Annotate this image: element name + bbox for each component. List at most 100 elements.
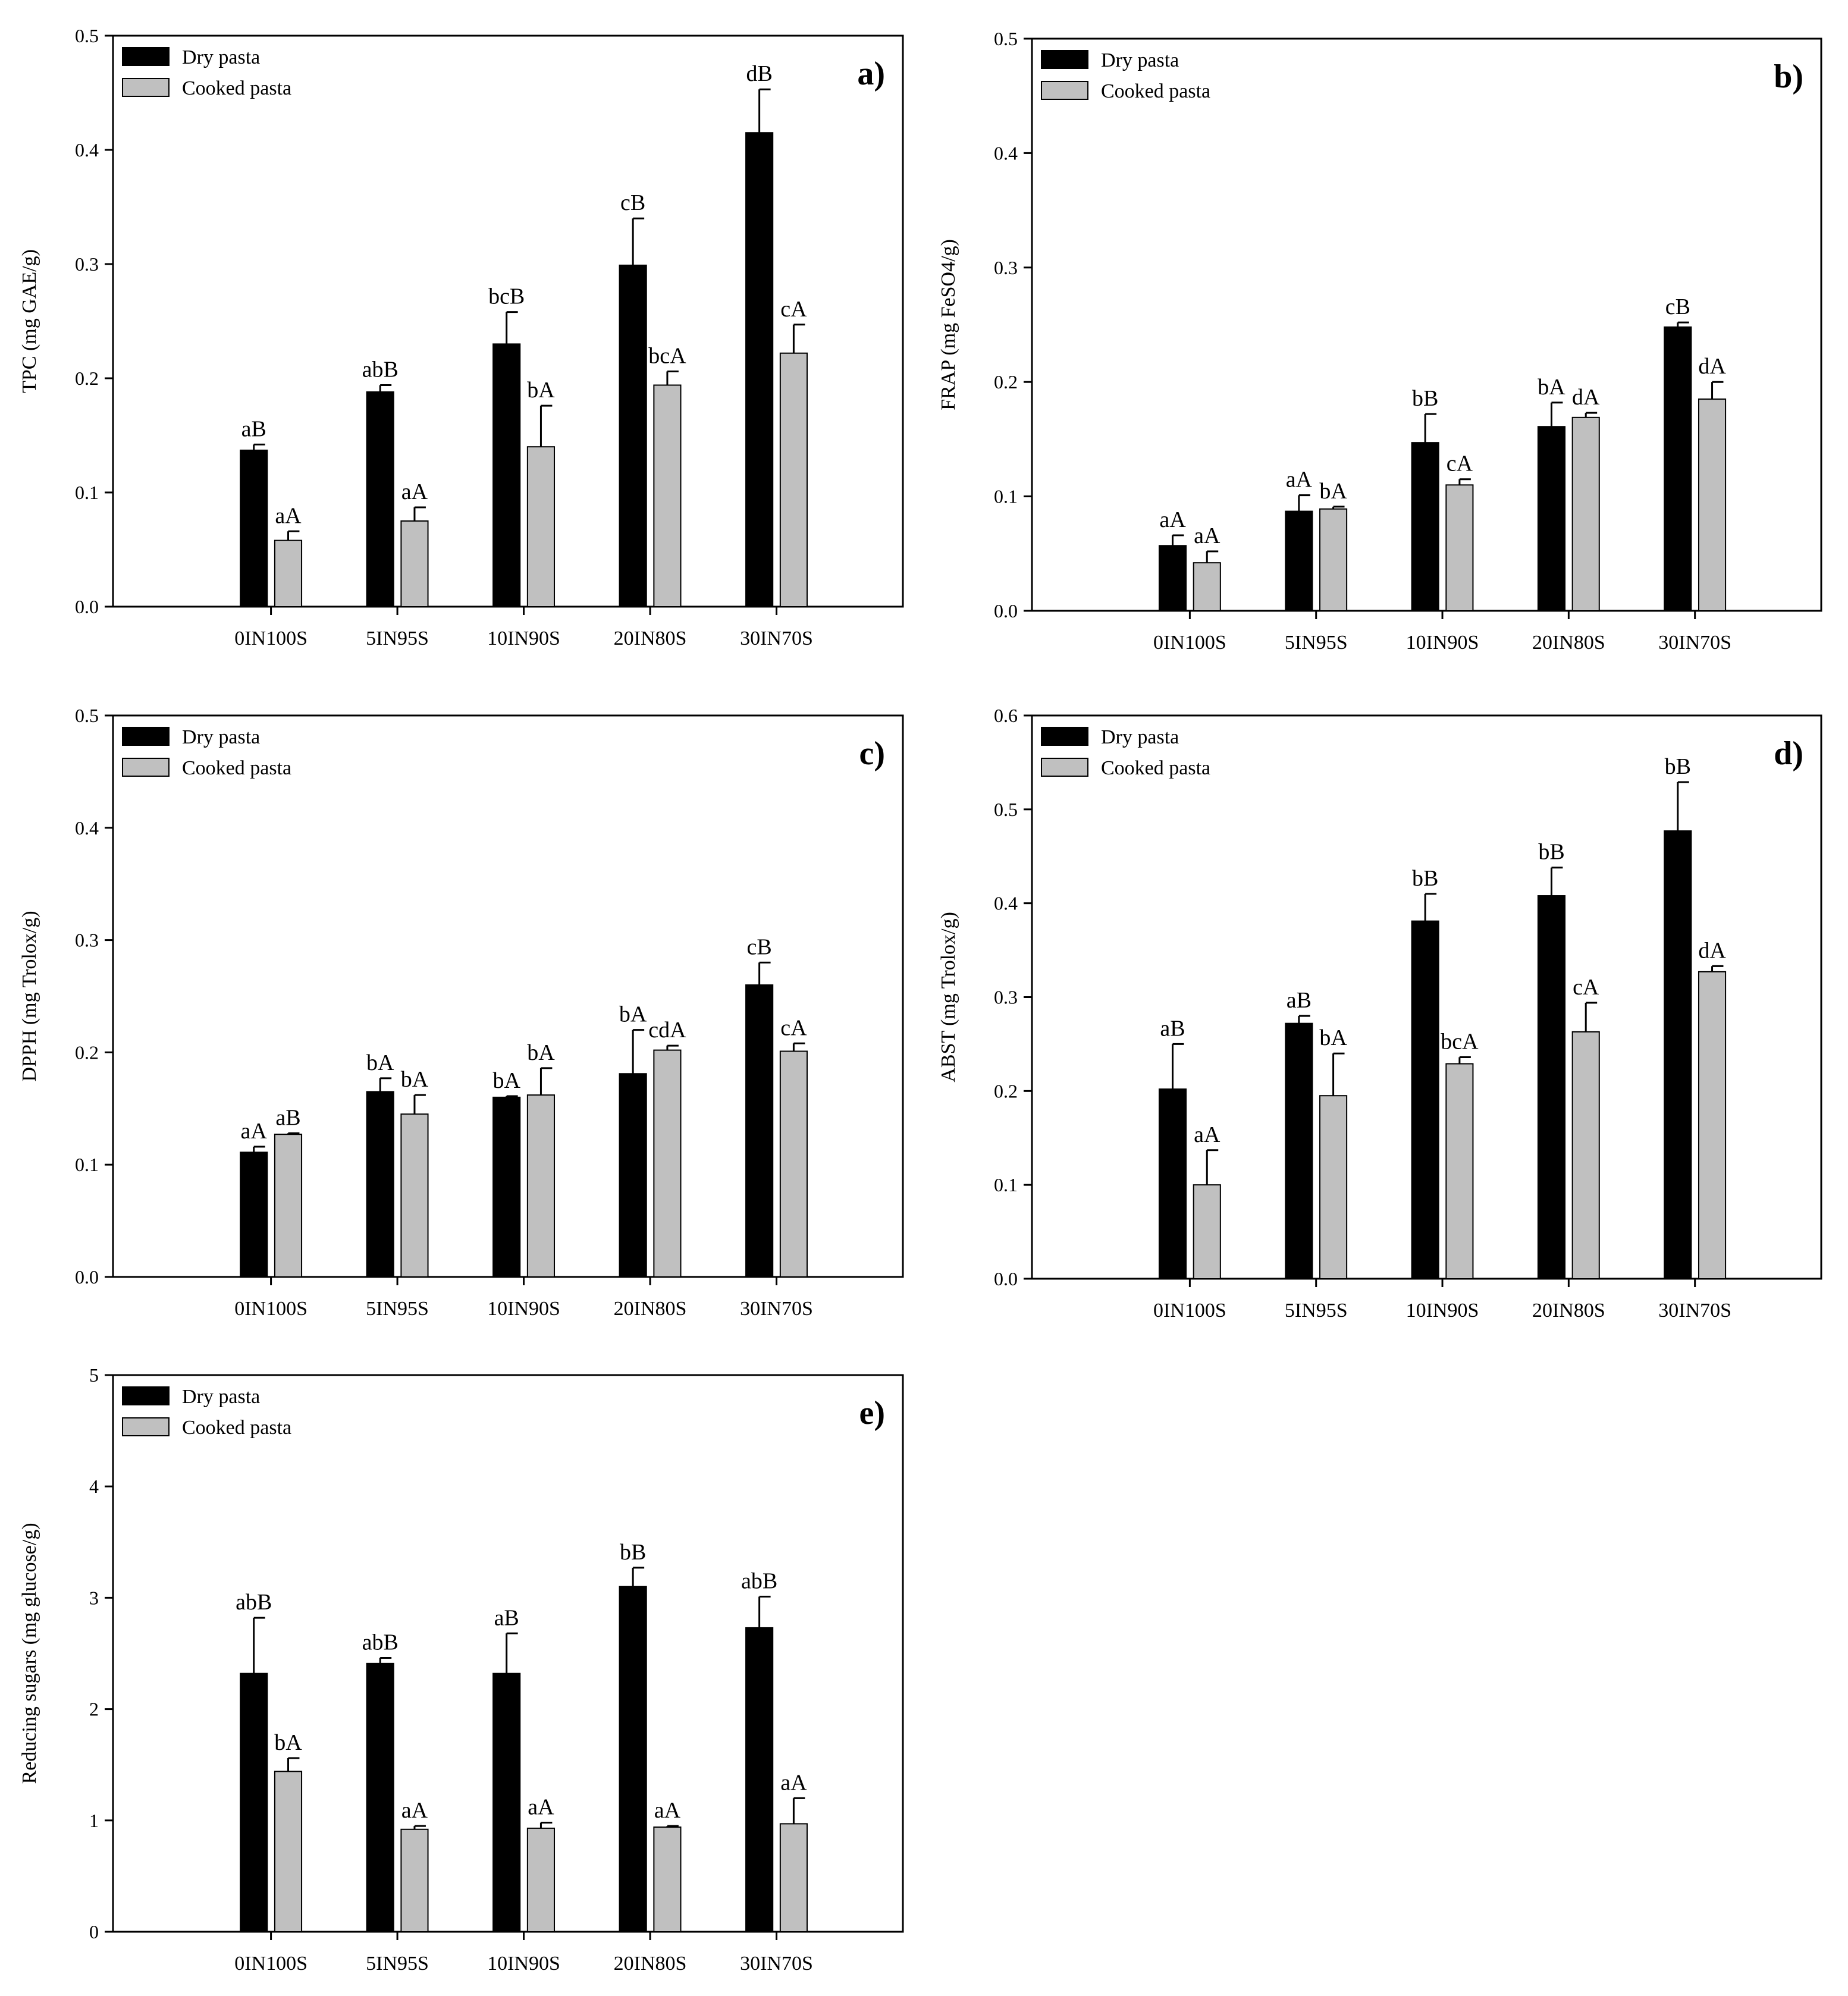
bar-cooked-pasta: [1698, 398, 1727, 611]
bar-cooked-pasta: [1445, 1063, 1474, 1279]
bar-dry-pasta: [1411, 920, 1439, 1279]
significance-label: cA: [780, 297, 807, 322]
bar-cooked-pasta: [274, 1134, 303, 1278]
significance-label: bA: [527, 1040, 555, 1065]
bar-dry-pasta: [240, 1672, 268, 1933]
bar-dry-pasta: [1285, 510, 1313, 611]
y-tick-label: 3: [89, 1587, 99, 1608]
y-tick-label: 0.1: [75, 482, 99, 503]
significance-label: cB: [620, 190, 645, 215]
y-axis-title: TPC (mg GAE/g): [18, 249, 40, 393]
y-tick-label: 0.4: [994, 142, 1018, 164]
significance-label: aA: [1194, 523, 1221, 548]
x-tick-label: 30IN70S: [1658, 1300, 1731, 1322]
significance-label: dA: [1698, 938, 1726, 963]
bar-dry-pasta: [1285, 1022, 1313, 1280]
x-tick-label: 5IN95S: [366, 627, 429, 649]
significance-label: abB: [362, 1630, 399, 1655]
bar-dry-pasta: [366, 1662, 394, 1932]
significance-label: aA: [528, 1795, 554, 1820]
significance-label: abB: [741, 1569, 777, 1594]
significance-label: bB: [1412, 386, 1438, 411]
chart-panel-5: 0 1 2 3 4 5 Reducing sugars (mg glucose/g) 0IN1…: [18, 1364, 904, 1975]
y-tick-label: 0.5: [75, 25, 99, 46]
legend-label: Cooked pasta: [182, 1417, 291, 1439]
legend-label: Cooked pasta: [1101, 80, 1210, 102]
panel-label: c): [859, 735, 885, 772]
significance-label: bA: [527, 378, 555, 403]
y-tick-label: 0.4: [994, 893, 1018, 914]
y-tick-label: 0.2: [994, 1080, 1018, 1101]
y-tick-label: 0.2: [75, 1041, 99, 1063]
x-tick-label: 0IN100S: [234, 1953, 308, 1975]
panel-label: e): [859, 1395, 885, 1432]
x-tick-label: 30IN70S: [740, 627, 813, 649]
legend-label: Dry pasta: [1101, 726, 1179, 748]
x-tick-label: 5IN95S: [1285, 1300, 1348, 1322]
y-tick-label: 0.5: [994, 799, 1018, 820]
panel-label: a): [857, 55, 885, 92]
y-tick-label: 0.3: [75, 930, 99, 951]
significance-label: cdA: [648, 1018, 686, 1043]
y-tick-label: 0.4: [75, 817, 99, 839]
significance-label: aA: [401, 479, 428, 504]
significance-label: bcB: [488, 284, 525, 309]
bar-dry-pasta: [619, 1586, 647, 1932]
x-tick-label: 20IN80S: [614, 1953, 687, 1975]
y-axis-title: DPPH (mg Trolox/g): [18, 911, 40, 1081]
y-tick-label: 2: [89, 1699, 99, 1720]
bar-cooked-pasta: [526, 1827, 556, 1933]
significance-label: bB: [1538, 840, 1564, 865]
y-tick-label: 0.5: [994, 28, 1018, 49]
x-tick-label: 20IN80S: [1532, 632, 1605, 654]
bar-dry-pasta: [1537, 426, 1566, 612]
bar-cooked-pasta: [653, 384, 682, 608]
bar-dry-pasta: [366, 1091, 394, 1278]
legend-swatch-cooked-pasta: [122, 1417, 170, 1436]
y-tick-label: 0.1: [994, 486, 1018, 507]
y-axis-title: FRAP (mg FeSO4/g): [937, 239, 959, 410]
y-tick-label: 0.1: [994, 1174, 1018, 1195]
legend-swatch-dry-pasta: [1041, 727, 1088, 746]
legend-swatch-dry-pasta: [1041, 50, 1088, 69]
significance-label: abB: [236, 1590, 272, 1615]
x-tick-label: 10IN90S: [487, 1953, 560, 1975]
significance-label: bB: [1665, 754, 1691, 779]
significance-label: bB: [1412, 866, 1438, 891]
legend-swatch-dry-pasta: [122, 47, 170, 66]
legend-label: Dry pasta: [182, 1386, 260, 1408]
bar-dry-pasta: [492, 1096, 521, 1278]
bar-cooked-pasta: [1319, 1095, 1348, 1279]
significance-label: bA: [1319, 1025, 1347, 1050]
x-tick-label: 20IN80S: [614, 627, 687, 649]
bar-cooked-pasta: [400, 1113, 429, 1278]
significance-label: bcA: [1441, 1030, 1479, 1055]
significance-label: bA: [619, 1002, 647, 1027]
y-tick-label: 4: [89, 1476, 99, 1497]
significance-label: bA: [492, 1068, 520, 1093]
significance-label: cB: [1665, 294, 1690, 319]
bar-dry-pasta: [619, 264, 647, 608]
bar-cooked-pasta: [779, 352, 808, 607]
x-tick-label: 0IN100S: [1153, 632, 1226, 654]
significance-label: aB: [275, 1105, 300, 1130]
bar-dry-pasta: [1664, 830, 1692, 1279]
y-tick-label: 5: [89, 1364, 99, 1386]
bar-cooked-pasta: [1698, 971, 1727, 1279]
legend-label: Cooked pasta: [182, 77, 291, 99]
significance-label: aB: [241, 416, 266, 441]
significance-label: bA: [274, 1730, 302, 1755]
bar-dry-pasta: [1158, 1088, 1187, 1279]
x-tick-label: 10IN90S: [487, 627, 560, 649]
significance-label: cA: [1573, 975, 1599, 1000]
bar-cooked-pasta: [526, 1094, 556, 1278]
y-tick-label: 0.6: [994, 705, 1018, 726]
bar-cooked-pasta: [1571, 1031, 1600, 1279]
significance-label: dA: [1572, 385, 1600, 410]
y-axis-title: ABST (mg Trolox/g): [937, 912, 959, 1082]
bar-cooked-pasta: [779, 1823, 808, 1933]
significance-label: aB: [1160, 1016, 1185, 1041]
legend-swatch-cooked-pasta: [1041, 758, 1088, 777]
bar-cooked-pasta: [400, 1828, 429, 1932]
